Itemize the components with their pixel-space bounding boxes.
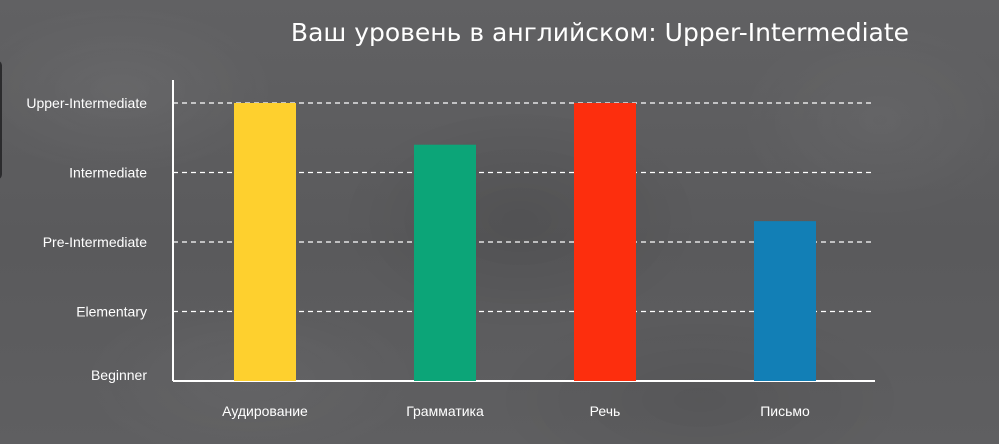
y-tick-label: Pre-Intermediate	[43, 234, 147, 250]
bar-1	[234, 103, 296, 381]
y-tick-label: Upper-Intermediate	[26, 95, 147, 111]
bar-2	[414, 144, 476, 381]
bar-3	[574, 103, 636, 381]
x-tick-label: Письмо	[760, 403, 810, 419]
y-tick-label: Beginner	[91, 367, 147, 383]
chart-title: Ваш уровень в английском: Upper-Intermed…	[290, 18, 910, 47]
x-tick-label: Аудирование	[222, 403, 308, 419]
y-tick-label: Intermediate	[69, 165, 147, 181]
x-tick-label: Грамматика	[406, 403, 484, 419]
side-panel-tab[interactable]	[0, 60, 2, 180]
y-tick-label: Elementary	[76, 304, 147, 320]
x-tick-label: Речь	[590, 403, 621, 419]
bar-4	[754, 221, 816, 381]
